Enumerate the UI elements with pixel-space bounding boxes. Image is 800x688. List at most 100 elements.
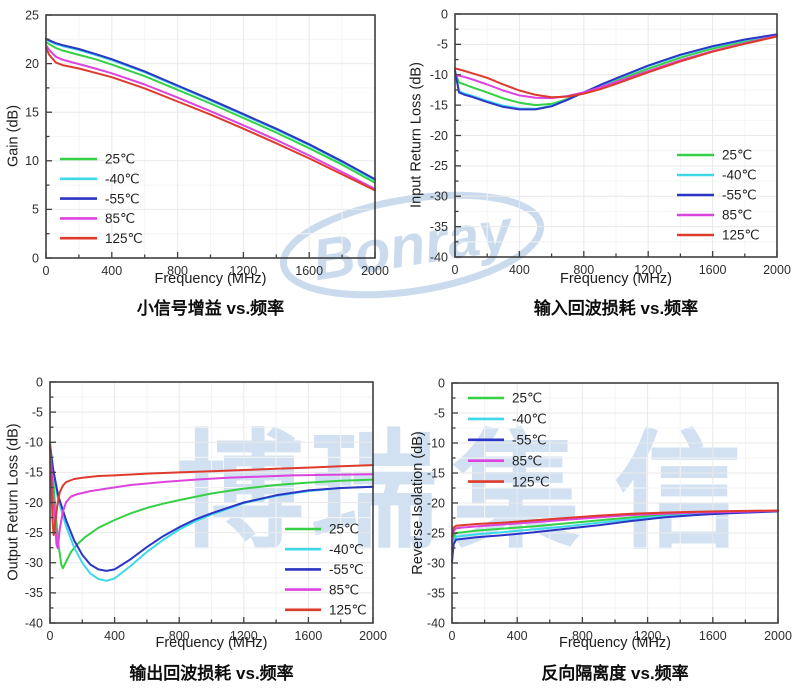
cn-watermark-char-1: 博	[176, 421, 304, 564]
legend: 25℃ -40℃ -55℃ 85℃ 125℃	[468, 391, 550, 489]
series-line--55℃	[454, 33, 778, 111]
series-line--55℃	[45, 37, 376, 181]
svg-text:1200: 1200	[229, 264, 257, 278]
bonray-logo-watermark: Bonray	[279, 191, 545, 299]
svg-text:-25: -25	[430, 159, 448, 173]
gridlines	[50, 382, 373, 623]
gridlines	[46, 15, 375, 258]
gridlines	[452, 383, 778, 623]
axis-ticks	[451, 382, 779, 624]
cn-watermark-char-4: 信	[614, 421, 742, 564]
series-line-25℃	[454, 34, 778, 107]
svg-text:-40: -40	[430, 250, 448, 264]
svg-text:400: 400	[509, 263, 530, 277]
svg-text:-5: -5	[32, 405, 43, 419]
tick-labels: 0 400 800 1200 1600 2000 -40 -35 -30 -25 -20 -15 -10…	[427, 376, 792, 643]
svg-text:1200: 1200	[230, 629, 258, 643]
legend: 25℃ -40℃ -55℃ 85℃ 125℃	[285, 522, 367, 618]
series-line--55℃	[49, 444, 374, 572]
legend-label-25℃: 25℃	[512, 391, 542, 406]
svg-text:5: 5	[32, 203, 39, 217]
svg-text:-35: -35	[430, 220, 448, 234]
reverse-isolation-plot-area: 0 400 800 1200 1600 2000 -40 -35 -30 -25 -20 -15 -10…	[427, 376, 792, 643]
legend-label-85℃: 85℃	[722, 208, 752, 223]
chart-input-return-loss: 0 400 800 1200 1600 2000 -40 -35 -30 -25 -20 -15 -10…	[400, 0, 800, 345]
svg-text:-20: -20	[427, 496, 445, 510]
svg-text:-15: -15	[25, 466, 43, 480]
legend-label-125℃: 125℃	[722, 228, 760, 243]
chart-output-return-loss: 0 400 800 1200 1600 2000 -40 -35 -30 -25 -20 -15 -10…	[0, 345, 400, 688]
series-line-125℃	[45, 47, 376, 192]
series-line-125℃	[451, 509, 779, 538]
svg-text:1600: 1600	[699, 629, 727, 643]
svg-text:0: 0	[32, 251, 39, 265]
reverse-isolation-chart-title: 反向隔离度 vs.频率	[541, 664, 689, 683]
svg-text:-30: -30	[25, 556, 43, 570]
series-curves	[454, 33, 778, 111]
svg-text:0: 0	[36, 375, 43, 389]
gain-chart-title: 小信号增益 vs.频率	[136, 299, 285, 318]
legend: 25℃ -40℃ -55℃ 85℃ 125℃	[677, 148, 760, 243]
svg-text:-5: -5	[434, 406, 445, 420]
svg-text:0: 0	[449, 629, 456, 643]
reverse-isolation-yaxis-label: Reverse Isolation (dB)	[410, 431, 426, 575]
svg-text:-40: -40	[427, 616, 445, 630]
cn-watermark-char-2: 瑞	[310, 421, 438, 564]
input-return-loss-plot-area: 0 400 800 1200 1600 2000 -40 -35 -30 -25 -20 -15 -10…	[430, 7, 791, 277]
svg-text:20: 20	[25, 57, 39, 71]
legend-label--55℃: -55℃	[329, 562, 364, 577]
svg-text:-10: -10	[427, 436, 445, 450]
series-line-85℃	[45, 44, 376, 190]
series-line-25℃	[45, 41, 376, 184]
svg-text:2000: 2000	[764, 629, 792, 643]
svg-text:25: 25	[25, 8, 39, 22]
output-return-loss-xaxis-label: Frequency (MHz)	[155, 635, 268, 651]
svg-text:800: 800	[573, 263, 594, 277]
gridlines	[455, 14, 777, 257]
svg-text:0: 0	[438, 376, 445, 390]
input-return-loss-yaxis-label: Input Return Loss (dB)	[408, 62, 425, 208]
svg-text:800: 800	[167, 264, 188, 278]
svg-text:-15: -15	[430, 98, 448, 112]
svg-text:-35: -35	[427, 586, 445, 600]
svg-text:-35: -35	[25, 586, 43, 600]
output-return-loss-yaxis-label: Output Return Loss (dB)	[5, 423, 22, 581]
legend-label-85℃: 85℃	[105, 211, 135, 226]
input-return-loss-chart-title: 输入回波损耗 vs.频率	[533, 299, 699, 318]
tick-labels: 0 400 800 1200 1600 2000 0 5 10 15 20 25	[25, 8, 389, 278]
legend-label--40℃: -40℃	[105, 172, 140, 187]
svg-text:-30: -30	[430, 190, 448, 204]
chart-reverse-isolation: 0 400 800 1200 1600 2000 -40 -35 -30 -25 -20 -15 -10…	[400, 345, 800, 688]
axis-ticks	[45, 14, 376, 259]
legend-label--55℃: -55℃	[512, 433, 547, 448]
svg-text:1200: 1200	[634, 263, 662, 277]
svg-text:-10: -10	[25, 436, 43, 450]
axis-ticks	[454, 13, 778, 258]
svg-text:-20: -20	[25, 496, 43, 510]
legend-label-25℃: 25℃	[329, 522, 359, 537]
svg-text:2000: 2000	[361, 264, 389, 278]
input-return-loss-xaxis-label: Frequency (MHz)	[560, 271, 672, 287]
svg-text:-15: -15	[427, 466, 445, 480]
legend-label--40℃: -40℃	[512, 412, 547, 427]
chart-gain: 0 400 800 1200 1600 2000 0 5 10 15 20 25 25℃ -40℃ -55℃…	[0, 0, 400, 345]
svg-text:-25: -25	[427, 526, 445, 540]
logo-swoosh-ellipse	[279, 191, 545, 299]
svg-text:400: 400	[101, 264, 122, 278]
legend-label-85℃: 85℃	[512, 453, 542, 468]
legend-label-125℃: 125℃	[329, 603, 367, 618]
svg-text:1600: 1600	[699, 263, 727, 277]
legend: 25℃ -40℃ -55℃ 85℃ 125℃	[60, 152, 143, 246]
svg-text:0: 0	[43, 264, 50, 278]
legend-label-25℃: 25℃	[105, 152, 135, 167]
series-curves	[45, 37, 376, 192]
svg-text:-30: -30	[427, 556, 445, 570]
output-return-loss-plot-area: 0 400 800 1200 1600 2000 -40 -35 -30 -25 -20 -15 -10…	[25, 375, 387, 643]
legend-label--40℃: -40℃	[722, 168, 757, 183]
gain-yaxis-label: Gain (dB)	[5, 104, 22, 168]
reverse-isolation-xaxis-label: Frequency (MHz)	[559, 635, 671, 651]
legend-label--55℃: -55℃	[722, 188, 757, 203]
svg-text:400: 400	[507, 629, 528, 643]
